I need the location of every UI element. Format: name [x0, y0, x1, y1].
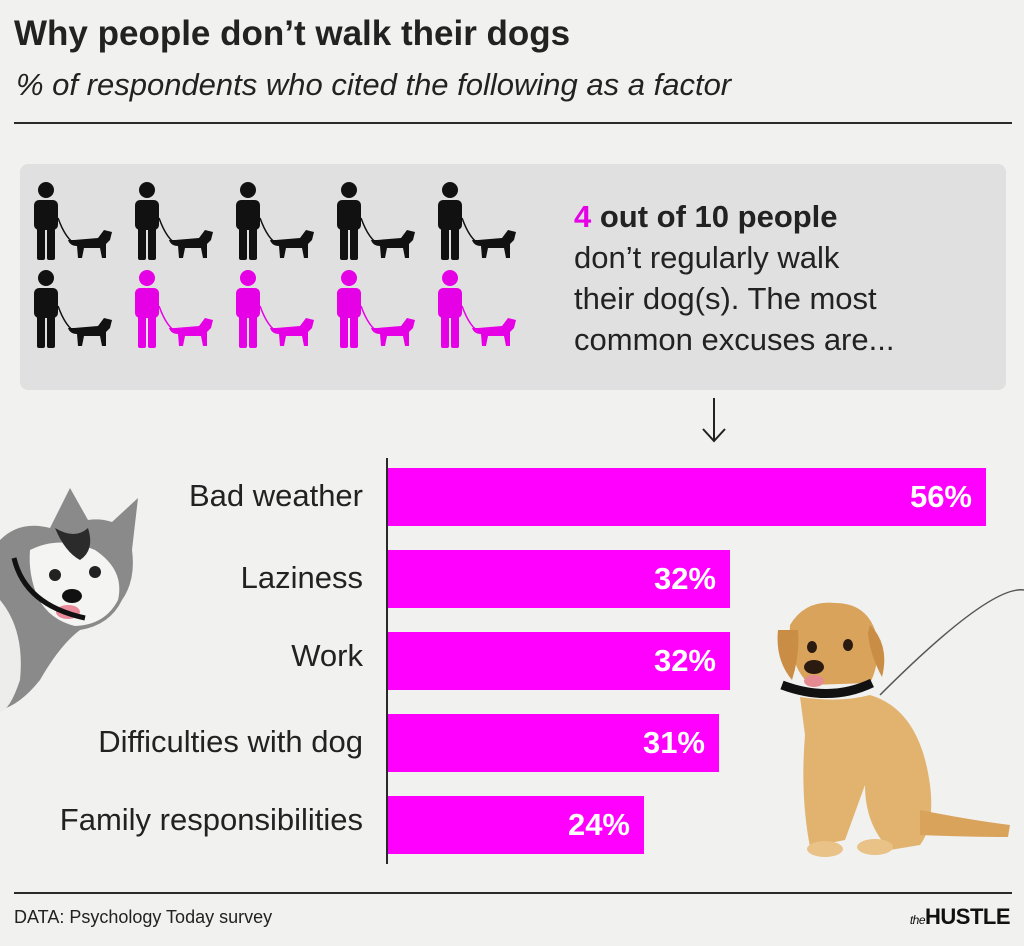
callout-headline-text: out of 10 people [591, 199, 838, 234]
brand-logo: theHUSTLE [909, 904, 1011, 930]
chart-title: Why people don’t walk their dogs [14, 14, 571, 53]
person-walking-dog-icon [337, 182, 415, 260]
callout-line-1: don’t regularly walk [574, 240, 840, 275]
bottom-divider [14, 892, 1012, 894]
husky-dog-image [0, 488, 138, 712]
person-walking-dog-icon [34, 182, 112, 260]
bar-category-label: Family responsibilities [59, 802, 363, 837]
summary-panel [20, 164, 1006, 390]
person-walking-dog-icon [34, 270, 112, 348]
bar-category-label: Work [291, 638, 363, 673]
callout-number: 4 [574, 199, 592, 234]
brand-prefix: the [909, 913, 926, 927]
bar: 32% [388, 550, 730, 608]
source-note: DATA: Psychology Today survey [14, 907, 273, 927]
brand-name: HUSTLE [925, 904, 1011, 929]
person-walking-dog-icon [236, 182, 314, 260]
bar-category-label: Bad weather [188, 478, 363, 513]
callout-headline: 4 out of 10 people [574, 196, 994, 237]
bar: 31% [388, 714, 719, 772]
bar-value-label: 32% [653, 561, 716, 596]
person-walking-dog-icon [438, 270, 516, 348]
chart-axis-line [386, 458, 388, 864]
bar-value-label: 56% [909, 479, 972, 514]
bar-category-label: Laziness [240, 560, 363, 595]
person-walking-dog-icon [337, 270, 415, 348]
down-arrow-icon [702, 398, 726, 443]
top-divider [14, 122, 1012, 124]
person-walking-dog-icon [135, 270, 213, 348]
person-walking-dog-icon [438, 182, 516, 260]
summary-callout: 4 out of 10 people don’t regularly walk … [574, 196, 994, 360]
bar-value-label: 32% [653, 643, 716, 678]
person-walking-dog-icon [236, 270, 314, 348]
person-dog-icon-grid [30, 180, 530, 370]
bar-value-label: 31% [642, 725, 705, 760]
callout-line-2: their dog(s). The most [574, 281, 877, 316]
bar-category-label: Difficulties with dog [98, 724, 363, 759]
golden-retriever-puppy-image [777, 589, 1024, 857]
chart-subtitle: % of respondents who cited the following… [16, 67, 732, 102]
callout-line-3: common excuses are... [574, 322, 895, 357]
person-walking-dog-icon [135, 182, 213, 260]
bar: 56% [388, 468, 986, 526]
bar: 32% [388, 632, 730, 690]
bar: 24% [388, 796, 644, 854]
bar-value-label: 24% [567, 807, 630, 842]
